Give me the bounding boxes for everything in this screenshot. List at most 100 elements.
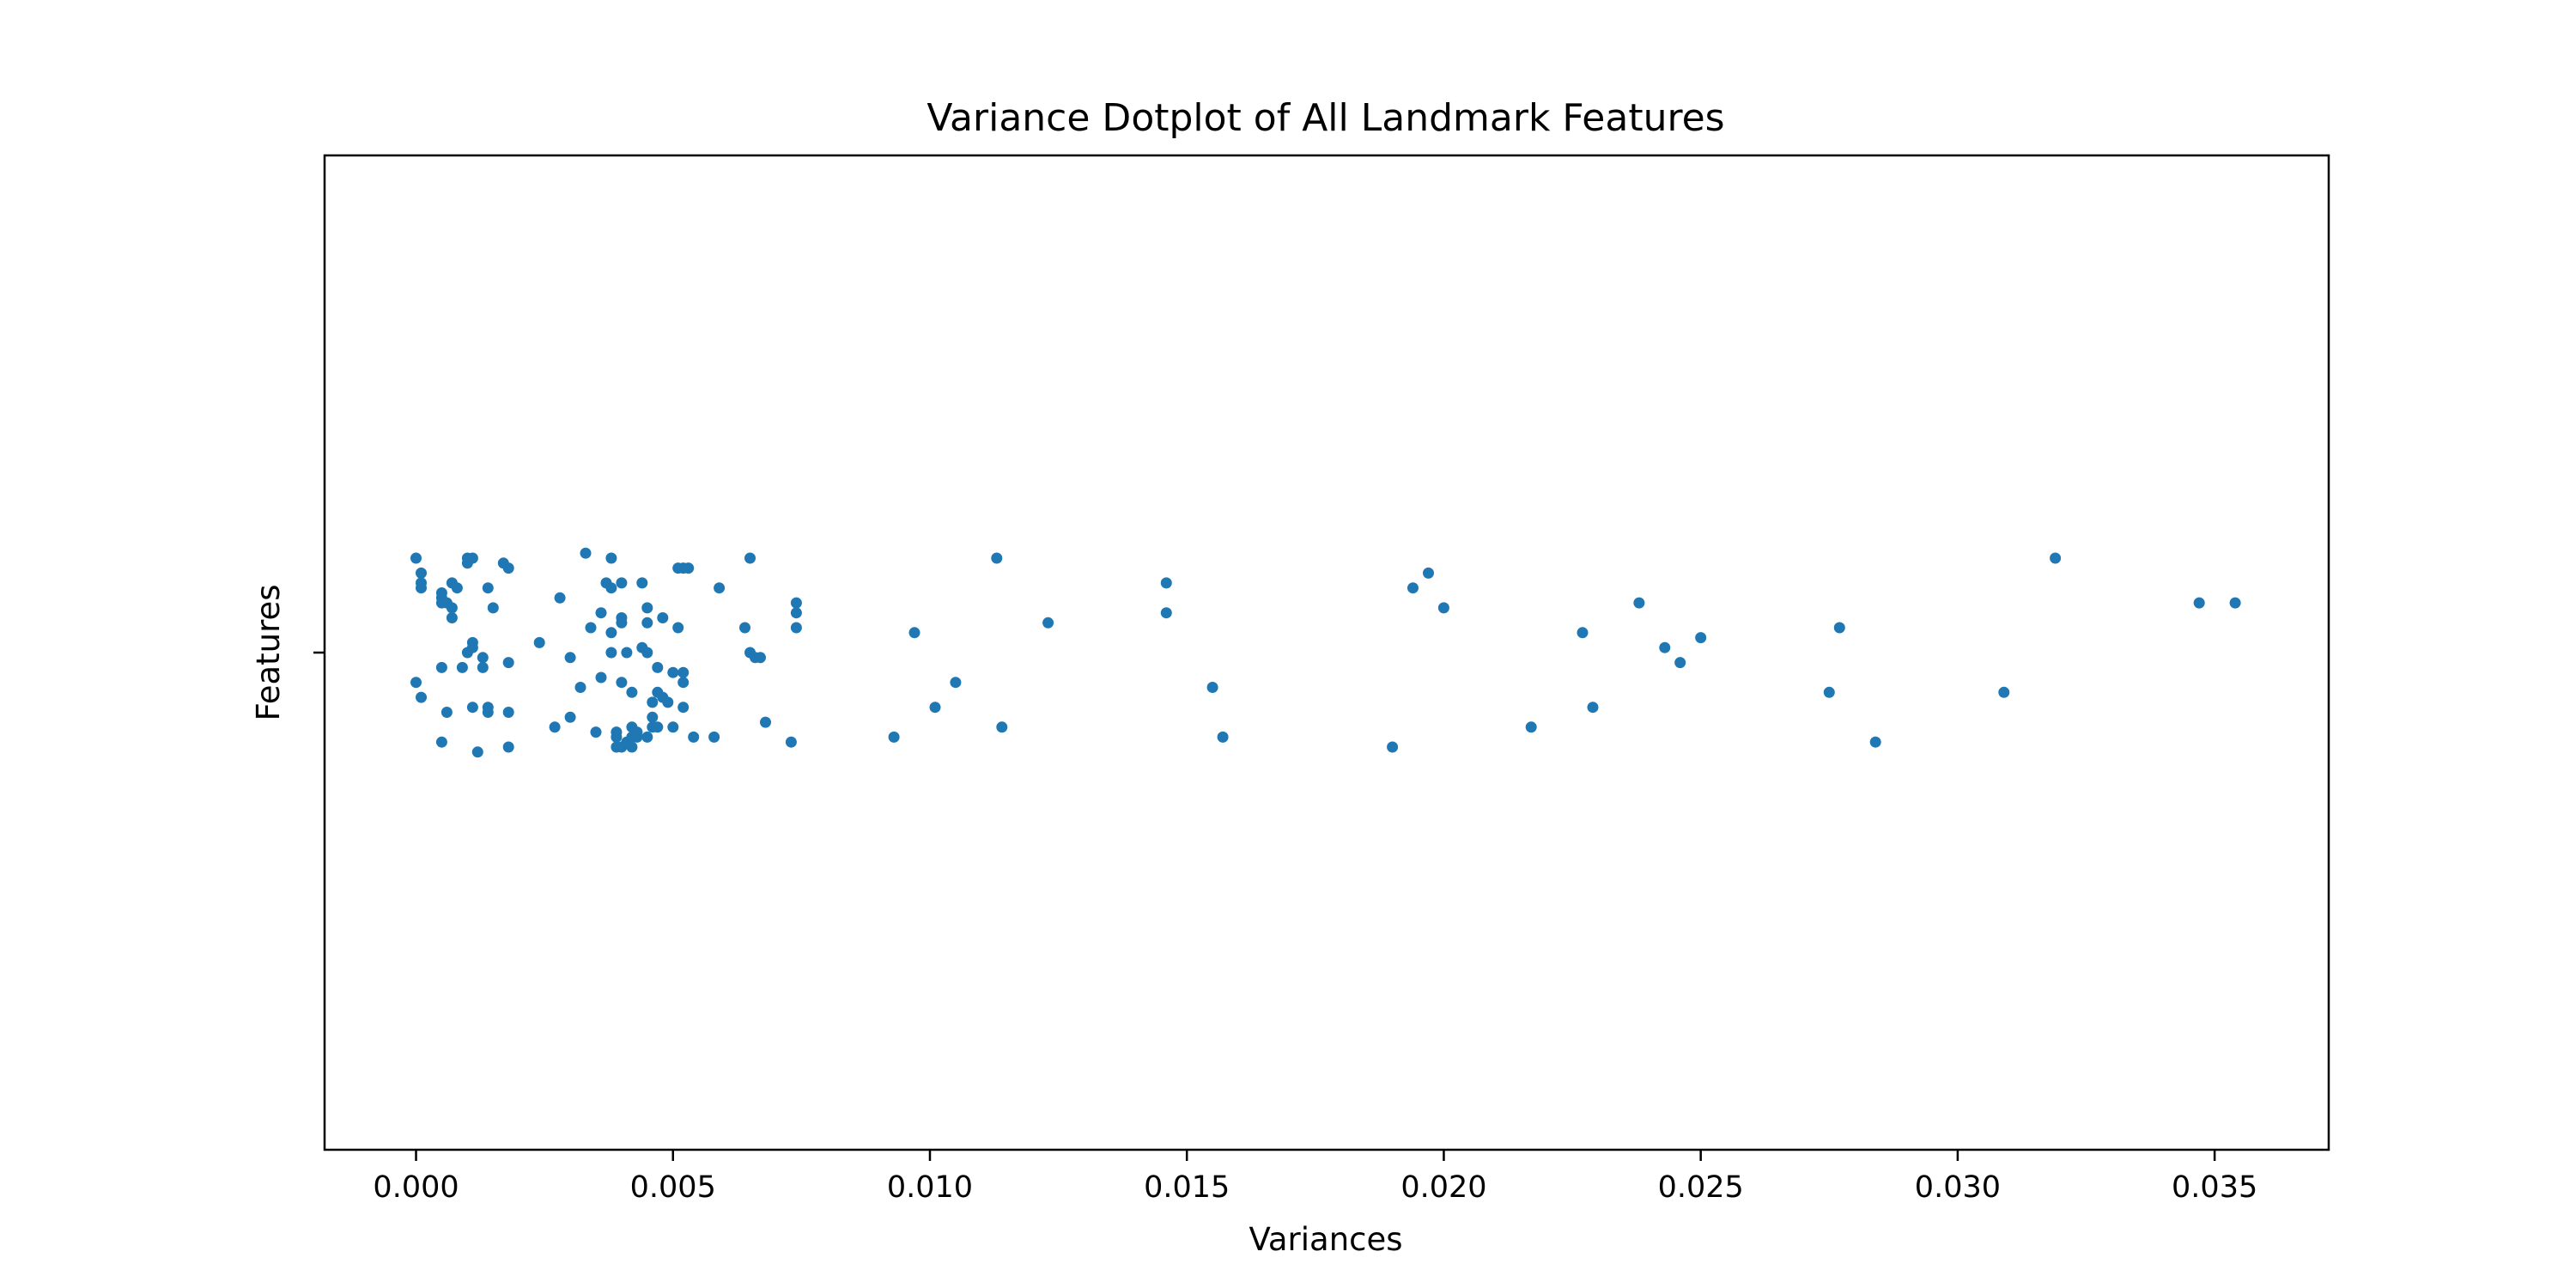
data-point: [996, 721, 1008, 733]
data-point: [590, 726, 602, 738]
data-point: [950, 677, 962, 689]
data-point: [641, 731, 653, 743]
data-point: [1998, 686, 2010, 698]
data-point: [435, 736, 447, 748]
x-axis-label: Variances: [1249, 1221, 1402, 1258]
y-axis-label: Features: [250, 584, 287, 720]
data-point: [416, 691, 427, 703]
data-point: [502, 562, 514, 574]
data-point: [446, 612, 458, 623]
data-point: [641, 647, 653, 659]
data-point: [631, 726, 643, 738]
data-point: [1577, 627, 1589, 639]
x-tick-label: 0.030: [1915, 1170, 2001, 1205]
data-point: [502, 657, 514, 669]
data-point: [487, 602, 499, 614]
data-point: [929, 702, 941, 714]
data-point: [595, 671, 607, 683]
data-point: [1833, 622, 1845, 634]
x-tick-label: 0.000: [373, 1170, 459, 1205]
points-layer: [410, 547, 2241, 758]
data-point: [1674, 657, 1686, 669]
data-point: [564, 652, 576, 664]
data-point: [451, 582, 463, 594]
data-point: [647, 711, 659, 723]
data-point: [908, 627, 920, 639]
data-point: [652, 661, 664, 673]
data-point: [626, 741, 638, 753]
data-point: [461, 557, 473, 569]
data-point: [580, 547, 592, 559]
data-point: [1823, 686, 1835, 698]
data-point: [605, 582, 617, 594]
data-point: [554, 592, 566, 604]
data-point: [416, 567, 427, 579]
data-point: [760, 716, 771, 728]
data-point: [549, 721, 561, 733]
data-point: [595, 607, 607, 619]
data-point: [1160, 607, 1172, 619]
data-point: [790, 597, 802, 609]
data-point: [477, 652, 489, 664]
data-point: [1633, 597, 1645, 609]
data-point: [1695, 632, 1707, 644]
data-point: [626, 686, 638, 698]
data-point: [1659, 641, 1671, 653]
data-point: [688, 731, 700, 743]
data-point: [652, 721, 664, 733]
data-point: [1869, 736, 1881, 748]
data-point: [744, 552, 756, 564]
data-point: [991, 552, 1003, 564]
data-point: [888, 731, 900, 743]
data-point: [1423, 567, 1434, 579]
data-point: [683, 562, 695, 574]
x-tick-label: 0.010: [887, 1170, 973, 1205]
data-point: [790, 607, 802, 619]
data-point: [677, 666, 690, 678]
data-point: [677, 677, 690, 689]
data-point: [1437, 602, 1449, 614]
data-point: [677, 702, 690, 714]
data-point: [1525, 721, 1537, 733]
x-tick-label: 0.025: [1658, 1170, 1744, 1205]
data-point: [477, 661, 489, 673]
data-point: [672, 622, 684, 634]
x-tick-label: 0.020: [1400, 1170, 1486, 1205]
data-point: [790, 622, 802, 634]
data-point: [611, 731, 623, 743]
data-point: [466, 702, 478, 714]
data-point: [755, 652, 766, 664]
data-point: [1160, 577, 1172, 589]
data-point: [605, 647, 617, 659]
data-point: [1587, 702, 1599, 714]
data-point: [636, 577, 648, 589]
data-point: [641, 617, 653, 629]
data-point: [574, 682, 586, 693]
chart-title: Variance Dotplot of All Landmark Feature…: [927, 96, 1724, 140]
data-point: [482, 702, 494, 714]
data-point: [2193, 597, 2205, 609]
data-point: [708, 731, 720, 743]
data-point: [456, 661, 468, 673]
data-point: [739, 622, 750, 634]
x-tick-label: 0.005: [630, 1170, 716, 1205]
data-point: [446, 602, 458, 614]
data-point: [2050, 552, 2062, 564]
data-point: [605, 552, 617, 564]
data-point: [471, 746, 483, 758]
data-point: [657, 612, 669, 623]
data-point: [667, 721, 679, 733]
data-point: [1206, 682, 1218, 693]
data-point: [502, 741, 514, 753]
x-axis: 0.000 0.005 0.010 0.015 0.020 0.025 0.030 0.035: [373, 1150, 2257, 1205]
data-point: [621, 647, 633, 659]
data-point: [440, 707, 453, 718]
data-point: [616, 617, 628, 629]
data-point: [1042, 617, 1054, 629]
data-point: [502, 707, 514, 718]
data-point: [714, 582, 726, 594]
data-point: [416, 582, 427, 594]
data-point: [667, 666, 679, 678]
data-point: [461, 647, 473, 659]
